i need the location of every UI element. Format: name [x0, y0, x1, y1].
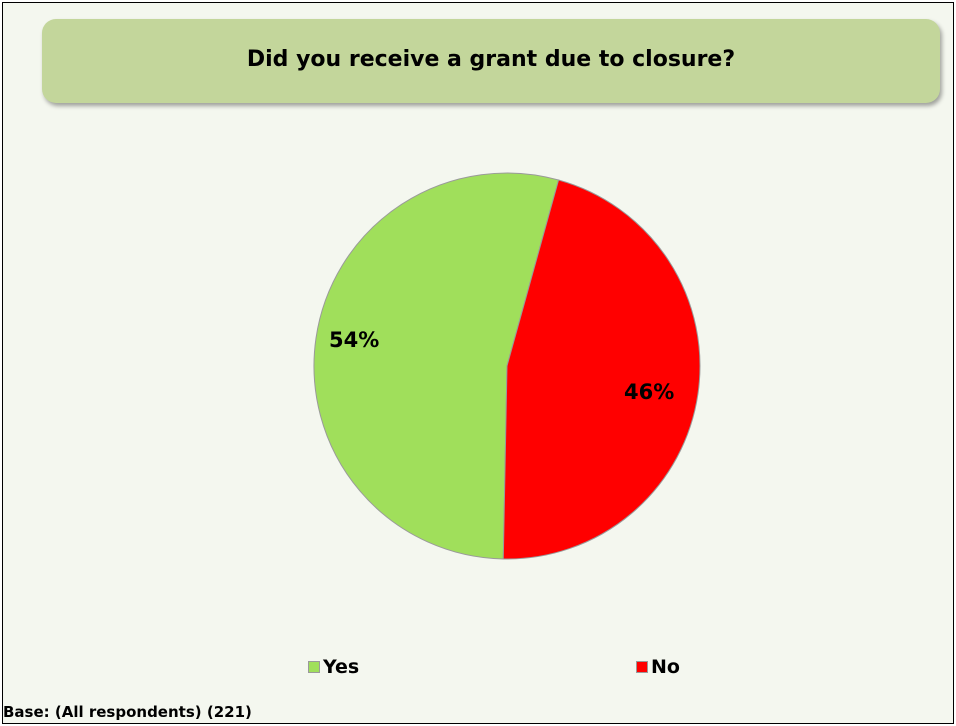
- legend-item-no: No: [636, 656, 680, 678]
- legend-label-no: No: [651, 656, 680, 678]
- legend-label-yes: Yes: [323, 656, 360, 678]
- pie-slice-yes: [313, 172, 560, 560]
- pie-slice-no: [502, 179, 701, 560]
- legend-swatch-no: [636, 661, 648, 673]
- legend-item-yes: Yes: [308, 656, 359, 678]
- legend-swatch-yes: [308, 661, 320, 673]
- chart-title-box: Did you receive a grant due to closure?: [42, 19, 940, 103]
- pie-slices: [313, 172, 701, 560]
- data-label-no: 46%: [624, 380, 674, 404]
- data-label-yes: 54%: [329, 328, 379, 352]
- base-footnote: Base: (All respondents) (221): [3, 703, 252, 721]
- pie-labels: 54% 46%: [329, 328, 674, 404]
- chart-title: Did you receive a grant due to closure?: [246, 46, 736, 72]
